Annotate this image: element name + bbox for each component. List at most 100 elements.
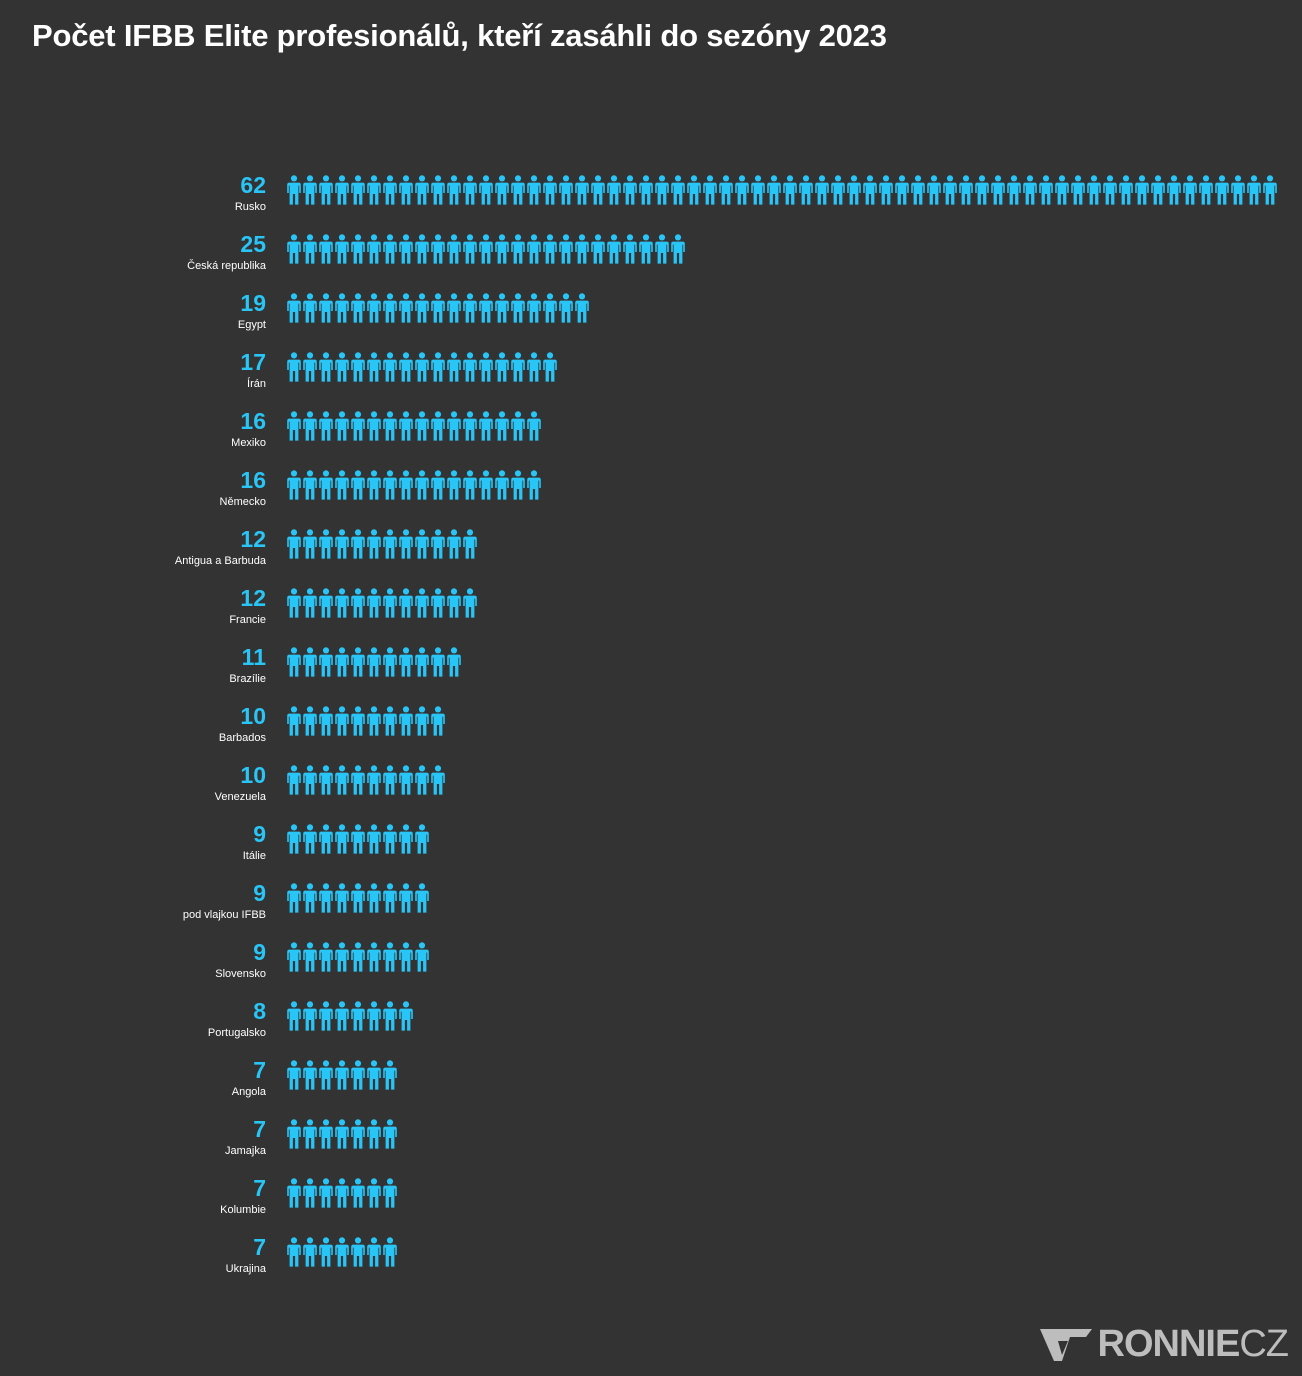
- person-icon: [767, 175, 781, 205]
- data-label: 9: [253, 880, 266, 906]
- person-icon: [671, 234, 685, 264]
- person-icon: [383, 1060, 397, 1090]
- person-icon: [415, 588, 429, 618]
- person-icon: [335, 293, 349, 323]
- person-icon: [303, 470, 317, 500]
- category-label: Rusko: [235, 201, 266, 213]
- person-icon: [367, 647, 381, 677]
- bar-row: 12 Francie: [229, 585, 477, 626]
- person-icon: [735, 175, 749, 205]
- person-icon: [351, 1060, 365, 1090]
- person-icon: [319, 1060, 333, 1090]
- person-icon: [1151, 175, 1165, 205]
- person-icon: [303, 1060, 317, 1090]
- data-label: 11: [242, 644, 267, 670]
- person-icon: [287, 706, 301, 736]
- person-icon: [287, 1060, 301, 1090]
- person-icon: [671, 175, 685, 205]
- person-icon: [911, 175, 925, 205]
- person-icon: [303, 352, 317, 382]
- person-icon: [335, 647, 349, 677]
- person-icon: [351, 293, 365, 323]
- person-icon: [415, 293, 429, 323]
- person-icon: [399, 706, 413, 736]
- person-icon: [287, 883, 301, 913]
- person-icon: [351, 1237, 365, 1267]
- data-label: 17: [240, 349, 266, 375]
- person-icon: [287, 1178, 301, 1208]
- person-icon: [463, 293, 477, 323]
- person-icon: [1215, 175, 1229, 205]
- person-icon: [287, 234, 301, 264]
- person-icon: [831, 175, 845, 205]
- bar-row: 10 Venezuela: [215, 762, 445, 803]
- category-label: Itálie: [243, 850, 266, 862]
- bar-row: 16 Německo: [220, 467, 541, 508]
- person-icon: [319, 1178, 333, 1208]
- person-icon: [399, 824, 413, 854]
- person-icon: [639, 175, 653, 205]
- person-icon: [1135, 175, 1149, 205]
- person-icon: [303, 529, 317, 559]
- category-label: Angola: [232, 1086, 267, 1098]
- person-icon: [431, 411, 445, 441]
- person-icon: [527, 352, 541, 382]
- person-icon: [383, 706, 397, 736]
- bar-row: 9 Itálie: [243, 821, 429, 862]
- person-icon: [335, 824, 349, 854]
- bar-row: 7 Angola: [232, 1057, 397, 1098]
- person-icon: [383, 765, 397, 795]
- person-icon: [383, 175, 397, 205]
- person-icon: [1103, 175, 1117, 205]
- person-icon: [383, 529, 397, 559]
- person-icon: [303, 942, 317, 972]
- person-icon: [351, 1119, 365, 1149]
- person-icon: [303, 1237, 317, 1267]
- person-icon: [319, 647, 333, 677]
- person-icon: [399, 529, 413, 559]
- person-icon: [399, 765, 413, 795]
- person-icon: [383, 411, 397, 441]
- data-label: 16: [240, 408, 266, 434]
- person-icon: [687, 175, 701, 205]
- person-icon: [431, 352, 445, 382]
- person-icon: [1263, 175, 1277, 205]
- person-icon: [303, 411, 317, 441]
- pictogram-bar: [287, 470, 541, 500]
- category-label: Kolumbie: [220, 1204, 266, 1216]
- person-icon: [383, 470, 397, 500]
- person-icon: [303, 706, 317, 736]
- category-label: Brazílie: [229, 673, 266, 685]
- person-icon: [495, 411, 509, 441]
- person-icon: [319, 529, 333, 559]
- person-icon: [319, 824, 333, 854]
- person-icon: [367, 883, 381, 913]
- person-icon: [463, 234, 477, 264]
- person-icon: [383, 1001, 397, 1031]
- person-icon: [495, 293, 509, 323]
- person-icon: [575, 175, 589, 205]
- person-icon: [367, 175, 381, 205]
- person-icon: [303, 1178, 317, 1208]
- person-icon: [319, 352, 333, 382]
- person-icon: [319, 293, 333, 323]
- pictogram-bar: [287, 883, 429, 913]
- data-label: 12: [240, 585, 266, 611]
- person-icon: [479, 293, 493, 323]
- pictogram-bar: [287, 706, 445, 736]
- person-icon: [1055, 175, 1069, 205]
- person-icon: [319, 942, 333, 972]
- person-icon: [655, 234, 669, 264]
- person-icon: [351, 824, 365, 854]
- person-icon: [319, 765, 333, 795]
- person-icon: [383, 1119, 397, 1149]
- person-icon: [351, 352, 365, 382]
- person-icon: [431, 293, 445, 323]
- person-icon: [335, 1001, 349, 1031]
- person-icon: [351, 883, 365, 913]
- person-icon: [463, 411, 477, 441]
- person-icon: [399, 352, 413, 382]
- category-label: Egypt: [238, 319, 266, 331]
- person-icon: [351, 765, 365, 795]
- person-icon: [1039, 175, 1053, 205]
